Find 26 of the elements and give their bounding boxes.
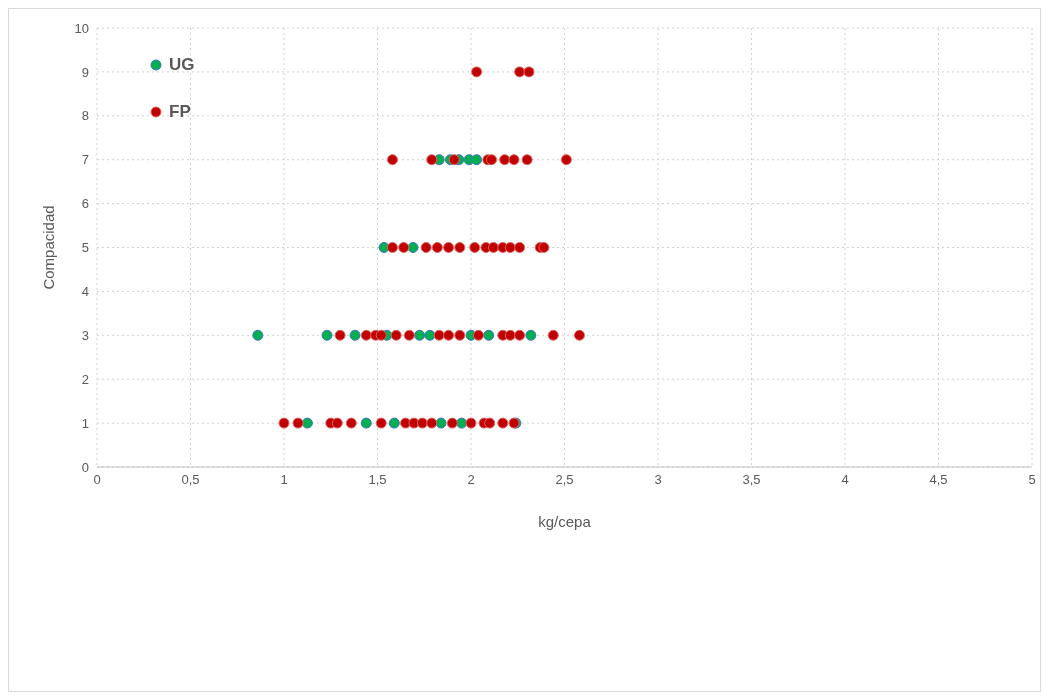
- y-tick-label: 7: [81, 152, 89, 168]
- y-axis-title: Compacidad: [40, 205, 58, 290]
- x-tick-label: 5: [1028, 472, 1036, 488]
- x-tick-label: 1,5: [368, 472, 387, 488]
- x-tick-label: 0,5: [181, 472, 200, 488]
- legend-label: UG: [169, 54, 195, 75]
- x-tick-label: 1: [280, 472, 288, 488]
- y-tick-label: 3: [81, 327, 89, 343]
- x-tick-label: 3,5: [742, 472, 761, 488]
- x-tick-label: 4,5: [929, 472, 948, 488]
- y-tick-label: 1: [81, 415, 89, 431]
- y-tick-label: 10: [74, 20, 89, 36]
- y-tick-label: 4: [81, 284, 89, 300]
- y-tick-label: 0: [81, 459, 89, 475]
- y-tick-label: 9: [81, 64, 89, 80]
- x-tick-label: 2: [467, 472, 475, 488]
- y-tick-label: 2: [81, 371, 89, 387]
- y-tick-label: 5: [81, 240, 89, 256]
- y-tick-label: 8: [81, 108, 89, 124]
- x-tick-label: 2,5: [555, 472, 574, 488]
- x-axis-title: kg/cepa: [538, 513, 592, 530]
- x-tick-label: 3: [654, 472, 662, 488]
- x-tick-label: 0: [93, 472, 101, 488]
- x-tick-label: 4: [841, 472, 849, 488]
- legend-label: FP: [169, 101, 191, 122]
- y-tick-label: 6: [81, 196, 89, 212]
